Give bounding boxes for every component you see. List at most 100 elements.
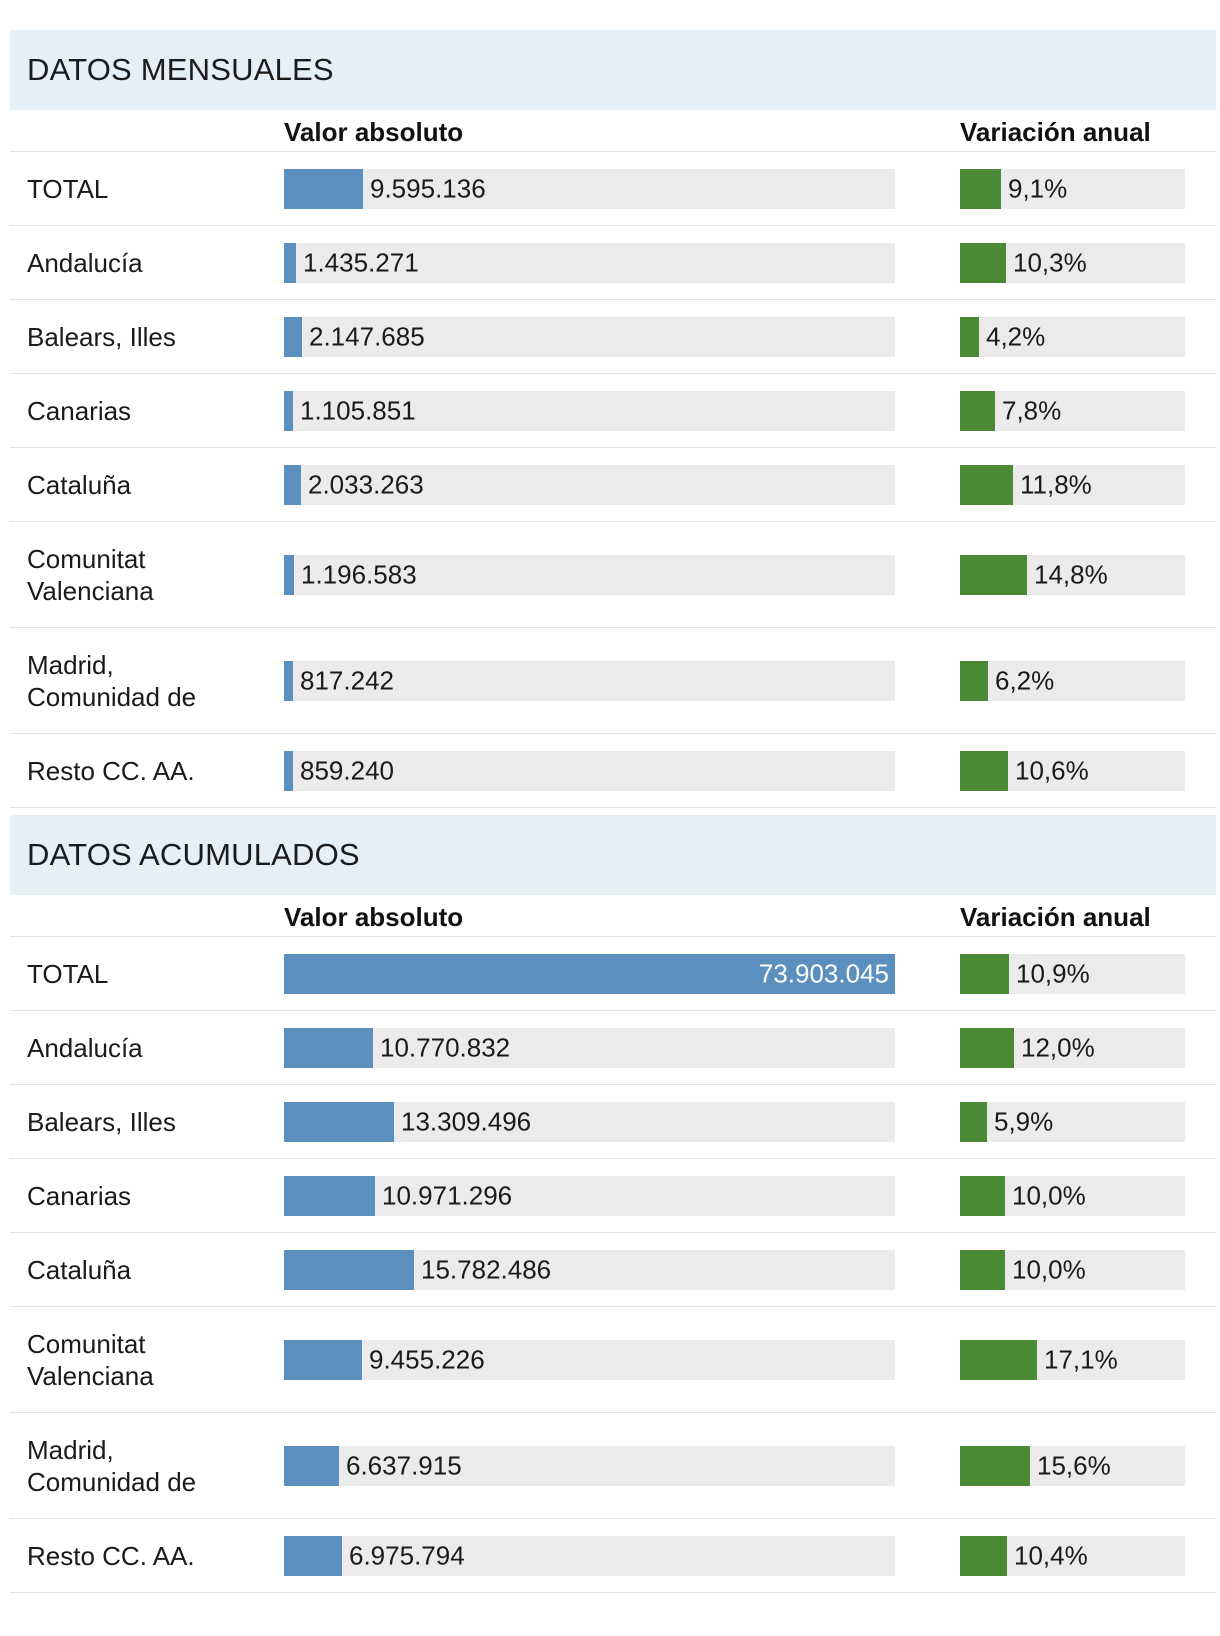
variation-track: 10,9% — [960, 953, 1185, 994]
variation-track: 17,1% — [960, 1339, 1185, 1380]
table-row: Comunitat Valenciana 1.196.583 14,8% — [10, 522, 1216, 628]
column-headers: Valor absoluto Variación anual — [10, 110, 1216, 152]
absolute-value-track: 6.637.915 — [284, 1445, 895, 1486]
row-label: Resto CC. AA. — [27, 755, 195, 786]
row-label: TOTAL — [27, 173, 109, 204]
absolute-value-track: 1.105.851 — [284, 390, 895, 431]
table-row: TOTAL 9.595.136 9,1% — [10, 152, 1216, 226]
variation-bar — [960, 316, 979, 357]
variation-label: 10,3% — [1013, 247, 1087, 277]
row-label: Andalucía — [27, 247, 143, 278]
table-row: Madrid, Comunidad de 817.242 6,2% — [10, 628, 1216, 734]
variation-track: 14,8% — [960, 554, 1185, 595]
section-title: DATOS ACUMULADOS — [10, 815, 1216, 895]
variation-track: 11,8% — [960, 464, 1185, 505]
table-row: Andalucía 10.770.832 12,0% — [10, 1011, 1216, 1085]
absolute-value-bar — [284, 242, 296, 283]
absolute-value-label: 859.240 — [300, 755, 394, 785]
absolute-value-bar — [284, 1445, 339, 1486]
variation-track: 9,1% — [960, 168, 1185, 209]
row-label: Canarias — [27, 1180, 132, 1211]
row-label: Resto CC. AA. — [27, 1540, 195, 1571]
absolute-value-track: 13.309.496 — [284, 1101, 895, 1142]
absolute-value-track: 1.435.271 — [284, 242, 895, 283]
variation-bar — [960, 953, 1009, 994]
variation-track: 10,3% — [960, 242, 1185, 283]
row-label: Canarias — [27, 395, 132, 426]
absolute-value-track: 817.242 — [284, 660, 895, 701]
variation-bar — [960, 464, 1013, 505]
variation-bar — [960, 390, 995, 431]
monthly-section: DATOS MENSUALES Valor absoluto Variación… — [10, 30, 1216, 808]
absolute-value-label: 2.033.263 — [308, 469, 424, 499]
variation-track: 10,0% — [960, 1175, 1185, 1216]
variation-label: 6,2% — [995, 665, 1055, 695]
absolute-value-track: 1.196.583 — [284, 554, 895, 595]
absolute-value-track: 2.033.263 — [284, 464, 895, 505]
absolute-value-bar — [284, 660, 293, 701]
absolute-value-bar — [284, 168, 363, 209]
absolute-value-bar — [284, 1249, 414, 1290]
rows: TOTAL 9.595.136 9,1% Andalucía 1.435.271 10,3… — [10, 152, 1216, 808]
variation-track: 10,6% — [960, 750, 1185, 791]
absolute-value-label: 10.770.832 — [380, 1032, 511, 1062]
variation-bar — [960, 1339, 1037, 1380]
variation-label: 11,8% — [1020, 469, 1092, 499]
variation-bar — [960, 1535, 1007, 1576]
absolute-value-track: 2.147.685 — [284, 316, 895, 357]
table-row: Madrid, Comunidad de 6.637.915 15,6% — [10, 1413, 1216, 1519]
column-header-variation: Variación anual — [960, 117, 1151, 147]
variation-label: 5,9% — [994, 1106, 1054, 1136]
absolute-value-bar — [284, 390, 293, 431]
variation-bar — [960, 1445, 1030, 1486]
variation-bar — [960, 1249, 1005, 1290]
column-header-absolute: Valor absoluto — [284, 902, 464, 932]
variation-track: 4,2% — [960, 316, 1185, 357]
variation-label: 4,2% — [986, 321, 1046, 351]
table-row: Resto CC. AA. 859.240 10,6% — [10, 734, 1216, 808]
absolute-value-track: 73.903.045 — [284, 953, 895, 994]
absolute-value-label: 9.455.226 — [369, 1344, 485, 1374]
variation-bar — [960, 660, 988, 701]
absolute-value-track: 10.971.296 — [284, 1175, 895, 1216]
absolute-value-bar — [284, 554, 294, 595]
variation-track: 10,4% — [960, 1535, 1185, 1576]
table-row: Canarias 10.971.296 10,0% — [10, 1159, 1216, 1233]
absolute-value-label: 1.196.583 — [301, 559, 417, 589]
cumulative-section: DATOS ACUMULADOS Valor absoluto Variació… — [10, 815, 1216, 1593]
absolute-value-bar — [284, 1027, 373, 1068]
table-row: Balears, Illes 2.147.685 4,2% — [10, 300, 1216, 374]
variation-bar — [960, 1175, 1005, 1216]
variation-label: 7,8% — [1002, 395, 1062, 425]
variation-label: 12,0% — [1021, 1032, 1095, 1062]
absolute-value-label: 1.105.851 — [300, 395, 416, 425]
variation-bar — [960, 554, 1027, 595]
absolute-value-track: 9.455.226 — [284, 1339, 895, 1380]
row-label: Madrid, Comunidad de — [27, 649, 197, 712]
absolute-value-label: 10.971.296 — [382, 1180, 513, 1210]
variation-bar — [960, 242, 1006, 283]
absolute-value-label: 13.309.496 — [401, 1106, 532, 1136]
variation-label: 10,0% — [1012, 1180, 1086, 1210]
row-label: Balears, Illes — [27, 1106, 176, 1137]
absolute-value-bar — [284, 1175, 375, 1216]
absolute-value-label: 73.903.045 — [758, 958, 889, 988]
absolute-value-label: 1.435.271 — [303, 247, 419, 277]
variation-label: 10,9% — [1016, 958, 1090, 988]
absolute-value-bar — [284, 464, 301, 505]
table-row: Balears, Illes 13.309.496 5,9% — [10, 1085, 1216, 1159]
absolute-value-label: 6.637.915 — [346, 1450, 462, 1480]
table-row: Comunitat Valenciana 9.455.226 17,1% — [10, 1307, 1216, 1413]
column-header-variation: Variación anual — [960, 902, 1151, 932]
variation-label: 10,6% — [1015, 755, 1089, 785]
row-label: Balears, Illes — [27, 321, 176, 352]
table-row: Cataluña 15.782.486 10,0% — [10, 1233, 1216, 1307]
absolute-value-bar — [284, 953, 895, 994]
variation-label: 15,6% — [1037, 1450, 1111, 1480]
absolute-value-label: 2.147.685 — [309, 321, 425, 351]
table-row: Canarias 1.105.851 7,8% — [10, 374, 1216, 448]
absolute-value-track: 9.595.136 — [284, 168, 895, 209]
absolute-value-bar — [284, 1339, 362, 1380]
rows: TOTAL 73.903.045 10,9% Andalucía 10.770.832 1… — [10, 937, 1216, 1593]
row-label: Comunitat Valenciana — [27, 1328, 154, 1391]
